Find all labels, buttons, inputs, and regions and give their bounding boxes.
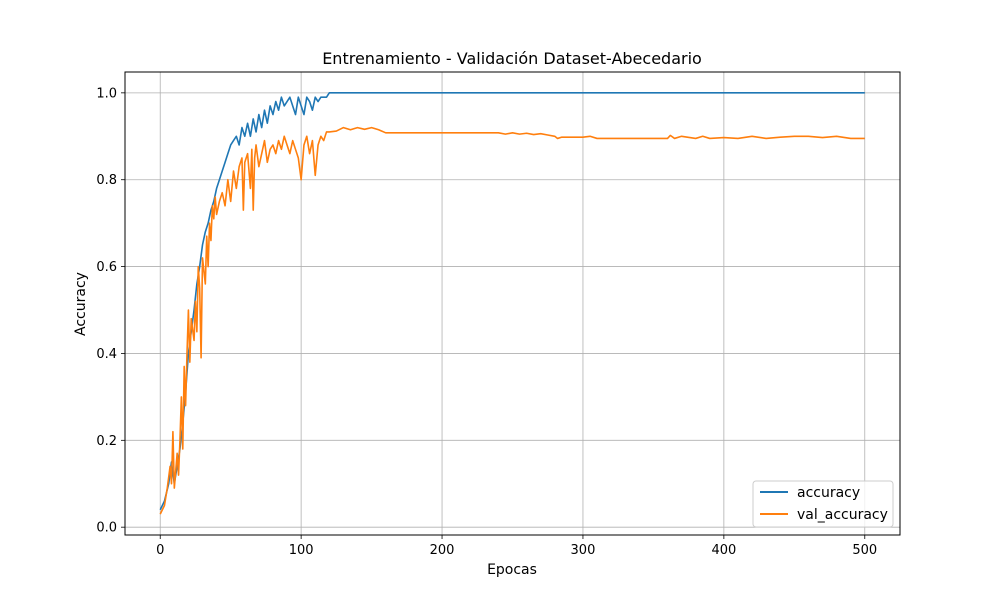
legend-label-accuracy: accuracy [797, 485, 860, 501]
series-layer [159, 92, 865, 515]
grid-lines [125, 72, 900, 535]
x-tick-label: 500 [852, 543, 877, 558]
series-line-val-accuracy [159, 126, 865, 515]
y-axis-ticks: 0.0 0.2 0.4 0.6 0.8 1.0 [96, 86, 125, 536]
legend-label-val-accuracy: val_accuracy [797, 507, 888, 523]
x-tick-label: 400 [711, 543, 736, 558]
y-axis-label: Accuracy [73, 272, 89, 336]
x-axis-label: Epocas [487, 562, 537, 578]
chart-title: Entrenamiento - Validación Dataset-Abece… [322, 49, 702, 68]
x-tick-label: 200 [430, 543, 455, 558]
y-tick-label: 0.8 [96, 173, 117, 188]
x-tick-label: 300 [571, 543, 596, 558]
plot-frame [124, 71, 901, 536]
legend: accuracy val_accuracy [752, 480, 894, 528]
y-tick-label: 0.4 [96, 347, 117, 362]
x-tick-label: 0 [156, 543, 164, 558]
y-tick-label: 0.0 [96, 521, 117, 536]
x-axis-ticks: 0 100 200 300 400 500 [156, 535, 877, 558]
y-tick-label: 1.0 [96, 86, 117, 101]
x-tick-label: 100 [289, 543, 314, 558]
y-tick-label: 0.2 [96, 434, 117, 449]
y-tick-label: 0.6 [96, 260, 117, 275]
